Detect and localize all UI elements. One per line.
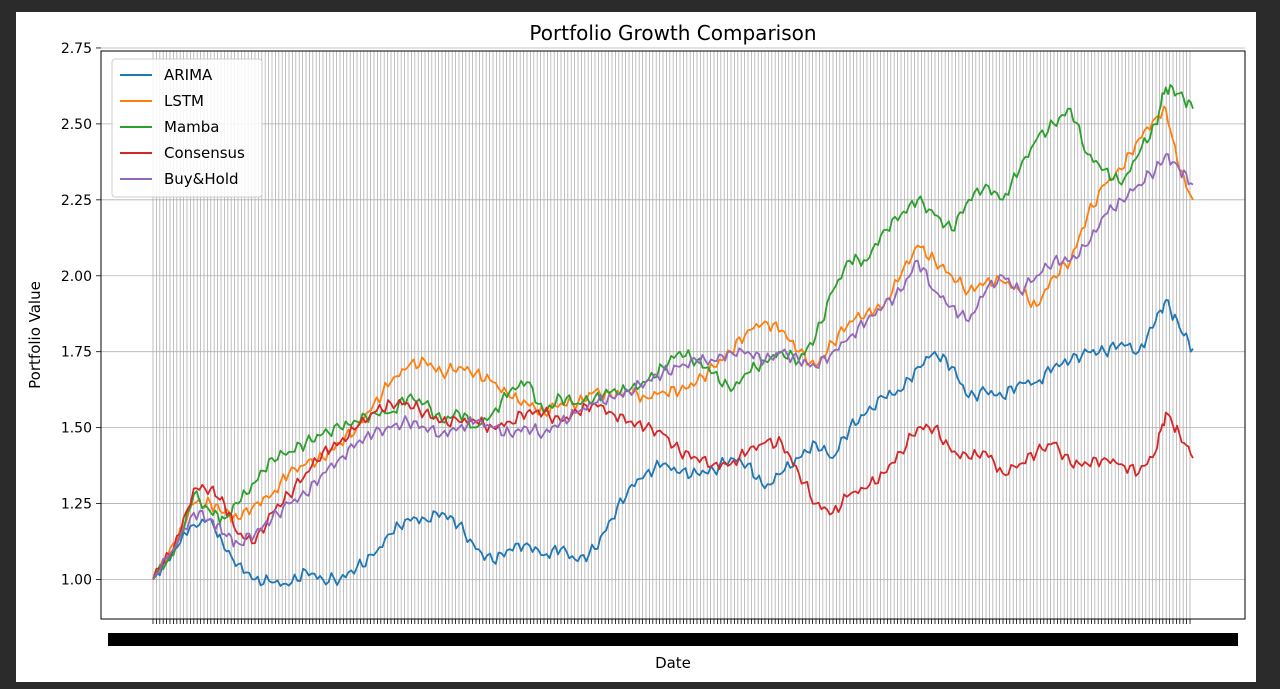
legend-box <box>111 58 263 198</box>
chart-figure: 1.00 1.25 1.50 1.75 2.00 2.25 2.50 2.75 Portfol… <box>16 12 1256 682</box>
x-tick-marks <box>152 619 1191 624</box>
series-lines <box>152 84 1194 587</box>
y-axis-ticks: 1.00 1.25 1.50 1.75 2.00 2.25 2.50 2.75 <box>61 41 101 589</box>
y-tick-label: 2.50 <box>61 117 92 133</box>
legend-entry: ARIMA <box>164 66 213 84</box>
chart-title: Portfolio Growth Comparison <box>529 21 816 45</box>
y-tick-label: 1.00 <box>61 573 92 589</box>
y-axis-label: Portfolio Value <box>26 281 44 389</box>
grid-lines <box>101 47 1245 619</box>
y-tick-label: 2.75 <box>61 41 92 57</box>
chart-legend: ARIMA LSTM Mamba Consensus Buy&Hold <box>111 58 263 198</box>
series-line-mamba <box>152 84 1194 581</box>
y-tick-label: 1.50 <box>61 421 92 437</box>
series-line-consensus <box>152 399 1194 580</box>
series-line-lstm <box>152 105 1194 581</box>
x-grid-lines <box>152 51 1191 619</box>
x-axis-label: Date <box>655 654 691 672</box>
y-tick-label: 1.25 <box>61 497 92 513</box>
legend-entry: Mamba <box>164 118 219 136</box>
x-axis-ticks <box>108 619 1238 646</box>
legend-entry: Consensus <box>164 144 245 162</box>
legend-entry: LSTM <box>164 92 204 110</box>
legend-entry: Buy&Hold <box>164 170 239 188</box>
x-tick-labels-overlap <box>108 633 1238 646</box>
series-line-buy-hold <box>152 153 1194 580</box>
y-tick-label: 1.75 <box>61 345 92 361</box>
y-tick-label: 2.00 <box>61 269 92 285</box>
line-chart: 1.00 1.25 1.50 1.75 2.00 2.25 2.50 2.75 Portfol… <box>26 21 1246 672</box>
series-line-arima <box>152 299 1194 587</box>
y-tick-label: 2.25 <box>61 193 92 209</box>
